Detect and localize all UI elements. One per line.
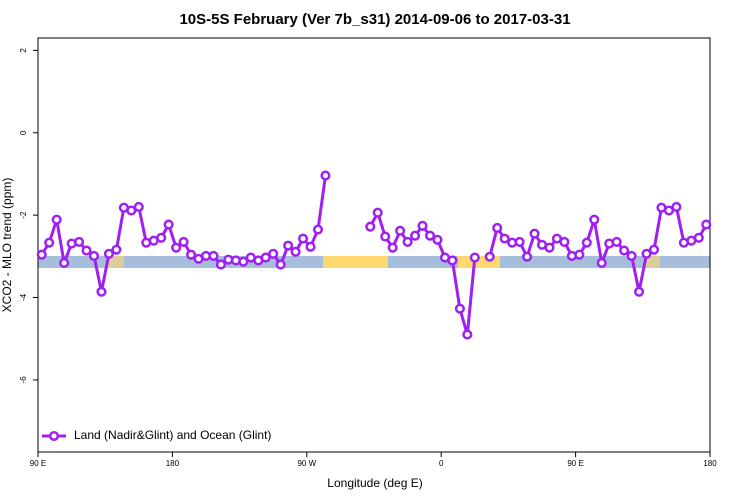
data-point <box>283 240 294 251</box>
data-point <box>574 249 585 260</box>
data-point <box>51 214 62 225</box>
y-tick-label: 2 <box>19 48 28 53</box>
data-point <box>492 222 503 233</box>
data-point <box>596 257 607 268</box>
data-point <box>81 245 92 256</box>
data-point <box>641 248 652 259</box>
data-point <box>611 236 622 247</box>
data-point <box>156 232 167 243</box>
data-point <box>529 228 540 239</box>
data-point <box>238 256 249 267</box>
map-strip <box>38 256 710 268</box>
data-point <box>544 242 555 253</box>
land-strip <box>644 256 660 268</box>
data-point <box>514 236 525 247</box>
data-point <box>298 233 309 244</box>
data-point <box>305 241 316 252</box>
data-point <box>74 236 85 247</box>
data-point <box>275 259 286 270</box>
data-point <box>447 255 458 266</box>
data-point <box>208 250 219 261</box>
data-point <box>126 205 137 216</box>
data-point <box>163 219 174 230</box>
x-tick-label: 90 E <box>567 459 583 468</box>
y-tick-label: -2 <box>19 211 28 219</box>
data-point <box>290 246 301 257</box>
data-point <box>215 259 226 270</box>
data-point <box>103 248 114 259</box>
plot-frame <box>37 37 711 453</box>
data-point <box>701 219 712 230</box>
y-axis-label: XCO2 - MLO trend (ppm) <box>0 178 14 313</box>
data-point <box>663 205 674 216</box>
x-tick-label: 0 <box>439 459 444 468</box>
data-point <box>133 201 144 212</box>
data-point <box>178 236 189 247</box>
data-point <box>372 207 383 218</box>
data-point <box>693 232 704 243</box>
x-tick-label: 180 <box>166 459 180 468</box>
data-point <box>171 242 182 253</box>
data-point <box>395 225 406 236</box>
data-point <box>96 286 107 297</box>
data-point <box>268 248 279 259</box>
data-point <box>417 220 428 231</box>
legend-label: Land (Nadir&Glint) and Ocean (Glint) <box>74 428 271 442</box>
data-point <box>88 250 100 261</box>
data-point <box>469 252 480 263</box>
data-point <box>484 251 495 262</box>
data-point <box>387 242 398 253</box>
data-point <box>44 237 55 248</box>
data-point <box>634 286 645 297</box>
data-point <box>111 244 122 255</box>
x-axis-label: Longitude (deg E) <box>327 476 422 490</box>
data-point <box>402 236 413 247</box>
chart-title: 10S-5S February (Ver 7b_s31) 2014-09-06 … <box>179 11 570 28</box>
y-tick-label: 0 <box>19 130 28 135</box>
data-point <box>559 236 570 247</box>
land-strip <box>323 256 388 268</box>
y-tick-label: -6 <box>19 376 28 384</box>
x-tick-label: 180 <box>703 459 717 468</box>
data-point <box>589 214 600 225</box>
data-point <box>320 170 331 181</box>
data-point <box>410 230 421 241</box>
data-point <box>522 251 533 262</box>
data-point <box>626 250 637 261</box>
data-point <box>671 201 682 212</box>
x-tick-label: 90 W <box>297 459 316 468</box>
data-point <box>424 230 436 241</box>
data-point <box>432 234 443 245</box>
y-tick-label: -4 <box>19 293 28 301</box>
data-point <box>186 249 197 260</box>
data-point <box>581 237 592 248</box>
land-strip <box>108 256 124 268</box>
data-point <box>648 244 660 255</box>
data-point <box>312 224 324 235</box>
data-point <box>365 221 376 232</box>
x-tick-label: 90 E <box>30 459 46 468</box>
data-point <box>619 245 630 256</box>
data-point <box>260 252 271 263</box>
data-point <box>462 329 473 340</box>
data-point <box>36 249 47 260</box>
data-point <box>454 303 465 314</box>
data-point <box>380 231 391 242</box>
legend-marker <box>48 430 60 442</box>
data-point <box>59 257 70 268</box>
data-point <box>499 233 510 244</box>
